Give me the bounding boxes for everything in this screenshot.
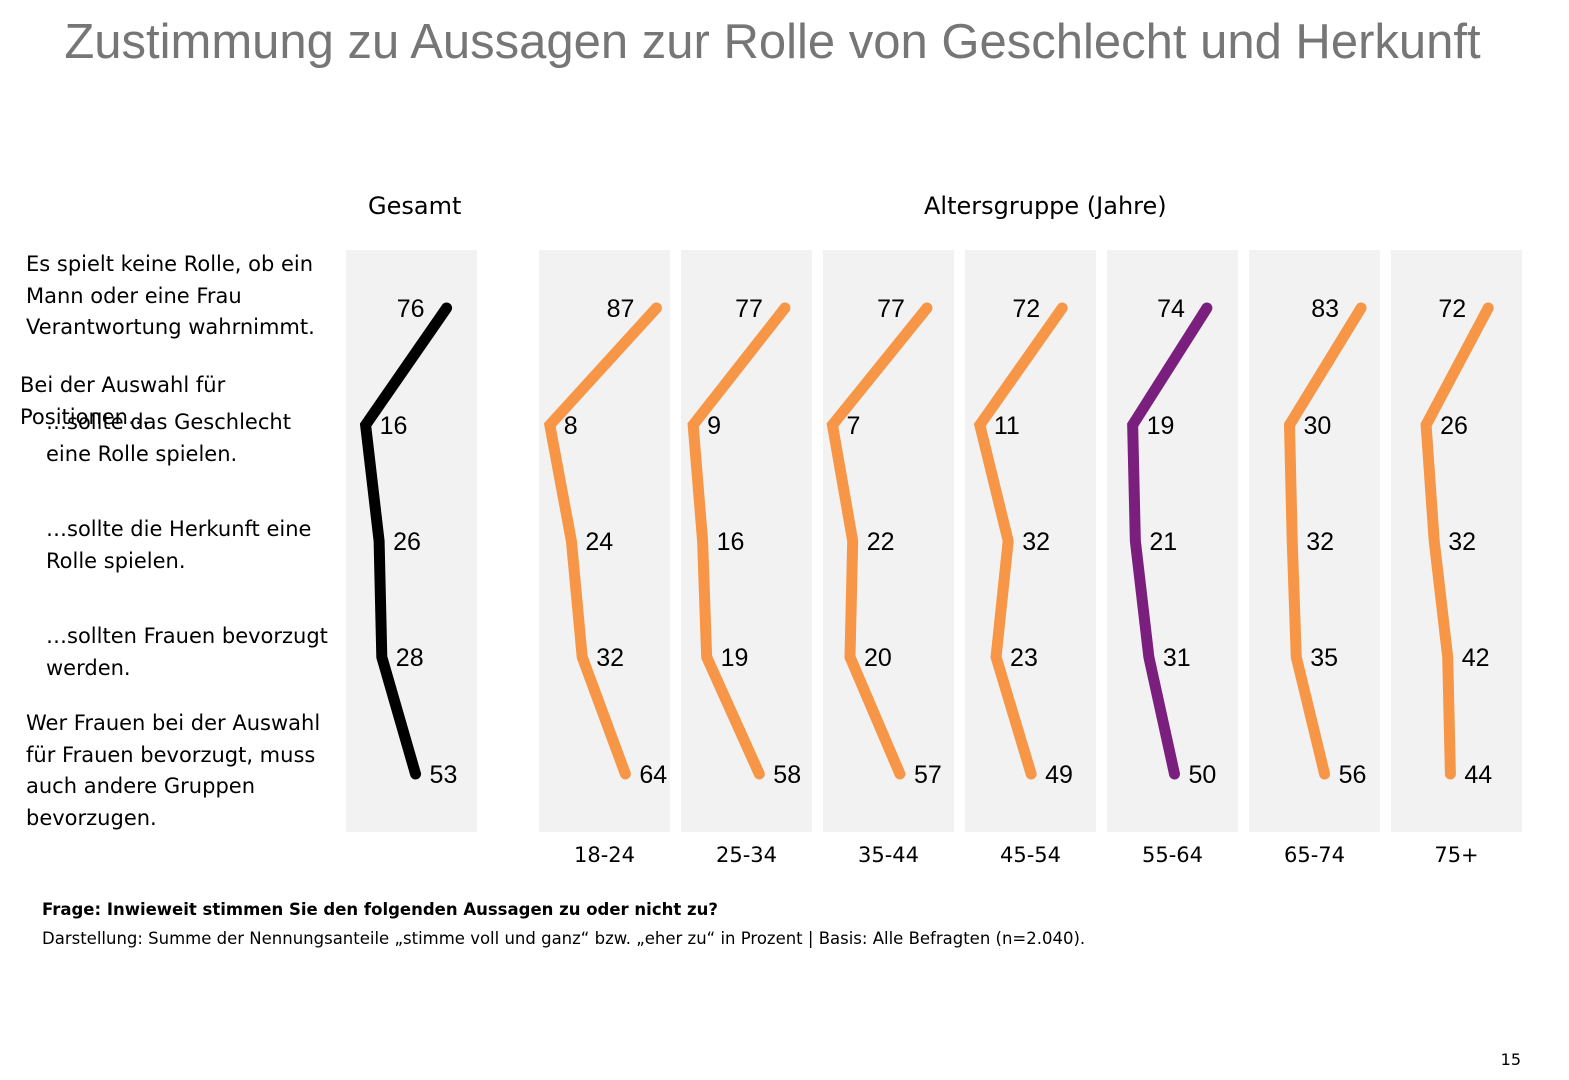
age-group-label: 25-34 bbox=[716, 843, 777, 867]
chart-title: Zustimmung zu Aussagen zur Rolle von Ges… bbox=[64, 15, 1481, 69]
data-label: 22 bbox=[867, 528, 895, 556]
statement-4-line: …sollten Frauen bevorzugt bbox=[46, 624, 328, 648]
age-group-label: 18-24 bbox=[574, 843, 635, 867]
statement-1: Es spielt keine Rolle, ob ein Mann oder … bbox=[26, 249, 315, 344]
statement-intro-line: Positionen… bbox=[20, 404, 149, 429]
age-group-label: 75+ bbox=[1434, 843, 1478, 867]
data-label: 74 bbox=[1157, 295, 1185, 323]
data-label: 44 bbox=[1464, 761, 1492, 789]
statement-3: …sollte die Herkunft eine Rolle spielen. bbox=[46, 514, 311, 577]
age-group-label: 35-44 bbox=[858, 843, 919, 867]
data-label: 42 bbox=[1462, 644, 1490, 672]
page-number: 15 bbox=[1500, 1050, 1521, 1069]
series-line-65-74 bbox=[1283, 302, 1367, 780]
data-label: 9 bbox=[707, 412, 721, 440]
data-label: 32 bbox=[1448, 528, 1476, 556]
data-label: 83 bbox=[1311, 295, 1339, 323]
data-label: 16 bbox=[380, 412, 408, 440]
data-label: 26 bbox=[393, 528, 421, 556]
statement-4: …sollten Frauen bevorzugt werden. bbox=[46, 621, 328, 684]
data-label: 87 bbox=[607, 295, 635, 323]
data-label: 16 bbox=[717, 528, 745, 556]
profile-chart: 761626285387824326418-2477916195825-3477… bbox=[346, 250, 1522, 867]
data-label: 72 bbox=[1438, 295, 1466, 323]
series-line-75+ bbox=[1420, 302, 1494, 780]
data-label: 32 bbox=[1306, 528, 1334, 556]
series-line-35-44 bbox=[826, 302, 933, 780]
footer-note: Darstellung: Summe der Nennungsanteile „… bbox=[42, 929, 1086, 948]
data-label: 28 bbox=[396, 644, 424, 672]
statement-2: …sollte das Geschlecht eine Rolle spiele… bbox=[46, 407, 291, 470]
data-label: 19 bbox=[1147, 412, 1175, 440]
series-line-18-24 bbox=[543, 302, 662, 780]
statement-5-line: bevorzugen. bbox=[26, 805, 157, 830]
data-label: 31 bbox=[1163, 644, 1191, 672]
statement-2-line: …sollte das Geschlecht bbox=[46, 410, 291, 434]
age-group-label: 55-64 bbox=[1142, 843, 1203, 867]
data-label: 21 bbox=[1149, 528, 1177, 556]
data-label: 53 bbox=[430, 761, 458, 789]
statement-5-line: für Frauen bevorzugt, muss bbox=[26, 742, 316, 767]
data-label: 57 bbox=[914, 761, 942, 789]
data-label: 20 bbox=[864, 644, 892, 672]
header-gesamt: Gesamt bbox=[368, 192, 462, 220]
series-line-Gesamt bbox=[359, 302, 453, 780]
data-label: 50 bbox=[1189, 761, 1217, 789]
statement-1-line: Verantwortung wahrnimmt. bbox=[26, 315, 315, 339]
data-label: 35 bbox=[1310, 644, 1338, 672]
data-label: 19 bbox=[721, 644, 749, 672]
series-line-45-54 bbox=[973, 302, 1068, 780]
header-altersgruppe: Altersgruppe (Jahre) bbox=[924, 192, 1167, 220]
age-group-label: 65-74 bbox=[1284, 843, 1345, 867]
data-label: 77 bbox=[735, 295, 763, 323]
statement-2-line: eine Rolle spielen. bbox=[46, 441, 238, 466]
panel-bg bbox=[1391, 250, 1522, 832]
statement-5-line: auch andere Gruppen bbox=[26, 774, 256, 798]
data-label: 32 bbox=[596, 644, 624, 672]
statement-1-line: Mann oder eine Frau bbox=[26, 283, 242, 308]
data-label: 64 bbox=[639, 761, 667, 789]
statement-intro: Bei der Auswahl für Positionen… bbox=[20, 370, 225, 433]
series-line-55-64 bbox=[1127, 302, 1213, 780]
panel-bg bbox=[539, 250, 670, 832]
data-label: 7 bbox=[846, 412, 860, 440]
statement-4-line: werden. bbox=[46, 655, 131, 680]
data-label: 49 bbox=[1045, 761, 1073, 789]
statement-3-line: Rolle spielen. bbox=[46, 548, 186, 573]
panel-bg bbox=[346, 250, 477, 832]
data-label: 32 bbox=[1022, 528, 1050, 556]
data-label: 72 bbox=[1012, 295, 1040, 323]
age-group-label: 45-54 bbox=[1000, 843, 1061, 867]
data-label: 24 bbox=[585, 528, 613, 556]
data-label: 56 bbox=[1339, 761, 1367, 789]
data-label: 23 bbox=[1010, 644, 1038, 672]
data-label: 76 bbox=[397, 295, 425, 323]
statement-intro-line: Bei der Auswahl für bbox=[20, 373, 226, 397]
data-label: 8 bbox=[564, 412, 578, 440]
data-label: 58 bbox=[773, 761, 801, 789]
panel-bg bbox=[1107, 250, 1238, 832]
statement-5: Wer Frauen bei der Auswahl für Frauen be… bbox=[26, 708, 320, 834]
data-label: 77 bbox=[877, 295, 905, 323]
data-label: 11 bbox=[994, 412, 1020, 440]
statement-1-line: Es spielt keine Rolle, ob ein bbox=[26, 252, 314, 276]
statement-5-line: Wer Frauen bei der Auswahl bbox=[26, 711, 321, 735]
footer-question: Frage: Inwieweit stimmen Sie den folgend… bbox=[42, 900, 718, 919]
data-label: 30 bbox=[1304, 412, 1332, 440]
series-line-25-34 bbox=[687, 302, 791, 780]
statement-3-line: …sollte die Herkunft eine bbox=[46, 517, 312, 541]
data-label: 26 bbox=[1440, 412, 1468, 440]
